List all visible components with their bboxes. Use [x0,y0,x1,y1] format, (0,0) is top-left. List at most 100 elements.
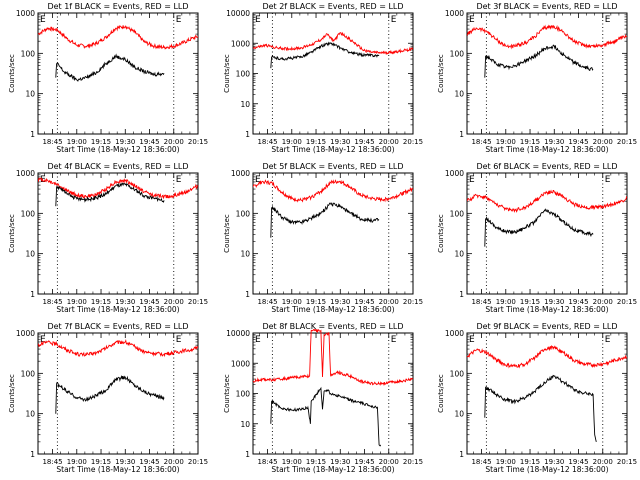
plot-frame [466,332,628,455]
event-marker: E [255,175,261,185]
series-lld-line [38,338,198,358]
x-tick-label: 20:15 [403,298,423,306]
plot-frame [37,332,199,455]
y-tick-label: 1 [459,450,464,459]
x-tick-label: 19:00 [282,138,302,146]
y-tick-label: 1000 [445,329,464,338]
plot-frame [37,172,199,295]
x-tick-label: 18:45 [42,138,62,146]
event-marker: E [176,175,182,185]
x-tick-label: 19:15 [520,458,540,466]
x-tick-label: 18:45 [257,138,277,146]
x-tick-label: 19:45 [354,138,374,146]
series-events-line [55,375,165,414]
y-tick-label: 1 [30,450,35,459]
series-events-line [270,41,380,69]
y-tick-label: 10 [454,90,464,99]
panel-6: Det 6f BLACK = Events, RED = LLD 1 10 100 10… [437,162,637,314]
x-tick-label: 19:30 [330,138,350,146]
x-axis-label: Start Time (18-May-12 18:36:00) [485,145,608,154]
x-axis-label: Start Time (18-May-12 18:36:00) [485,305,608,314]
x-tick-label: 18:45 [42,298,62,306]
panel-1: Det 1f BLACK = Events, RED = LLD 1 10 100 10… [8,2,208,154]
y-tick-label: 1 [459,290,464,299]
panel-title: Det 3f BLACK = Events, RED = LLD [476,2,617,11]
x-tick-label: 20:00 [164,138,184,146]
x-tick-label: 19:45 [139,138,159,146]
y-tick-label: 10 [240,420,250,429]
x-tick-label: 20:00 [593,298,613,306]
event-marker: E [469,15,475,25]
event-marker: E [605,15,611,25]
y-tick-label: 10 [454,250,464,259]
x-tick-label: 19:30 [330,298,350,306]
event-marker: E [176,15,182,25]
x-tick-label: 20:15 [188,458,208,466]
x-tick-label: 19:30 [115,298,135,306]
x-tick-label: 19:30 [544,138,564,146]
y-axis-label: Counts/sec [8,54,16,93]
x-axis-label: Start Time (18-May-12 18:36:00) [56,305,179,314]
panel-4: Det 4f BLACK = Events, RED = LLD 1 10 100 10… [8,162,208,314]
panel-2: Det 2f BLACK = Events, RED = LLD 1 10 100 10… [223,2,423,154]
x-axis-label: Start Time (18-May-12 18:36:00) [56,145,179,154]
x-tick-label: 19:45 [568,458,588,466]
x-tick-label: 18:45 [257,298,277,306]
x-tick-label: 18:45 [257,458,277,466]
event-marker: E [176,335,182,345]
series-lld-line [38,24,198,50]
x-tick-label: 18:45 [42,458,62,466]
x-tick-label: 19:15 [306,458,326,466]
y-axis-label: Counts/sec [223,214,231,253]
x-axis-label: Start Time (18-May-12 18:36:00) [271,305,394,314]
panel-title: Det 7f BLACK = Events, RED = LLD [47,322,188,331]
event-marker: E [255,335,261,345]
series-events-line [484,208,594,247]
y-tick-label: 100 [21,49,36,58]
x-axis-label: Start Time (18-May-12 18:36:00) [271,465,394,474]
x-tick-label: 19:00 [67,458,87,466]
x-tick-label: 19:30 [544,298,564,306]
panel-8: Det 8f BLACK = Events, RED = LLD 1 10 100 10… [223,322,423,474]
event-marker: E [605,335,611,345]
event-marker: E [469,335,475,345]
x-axis-label: Start Time (18-May-12 18:36:00) [56,465,179,474]
y-tick-label: 1 [30,290,35,299]
y-axis-label: Counts/sec [437,214,445,253]
x-tick-label: 19:00 [282,298,302,306]
x-tick-label: 20:00 [379,138,399,146]
panel-3: Det 3f BLACK = Events, RED = LLD 1 10 100 10… [437,2,637,154]
x-tick-label: 20:00 [593,138,613,146]
y-tick-label: 1 [459,130,464,139]
plot-frame [466,172,628,295]
x-tick-label: 20:00 [379,458,399,466]
y-tick-label: 1 [245,290,250,299]
y-axis-label: Counts/sec [8,214,16,253]
y-tick-label: 10 [25,90,35,99]
y-tick-label: 1000 [16,9,35,18]
y-tick-label: 10 [240,250,250,259]
y-tick-label: 1000 [445,169,464,178]
series-events-line [484,374,597,443]
x-axis-label: Start Time (18-May-12 18:36:00) [271,145,394,154]
y-tick-label: 100 [236,70,251,79]
x-tick-label: 20:00 [164,458,184,466]
panel-5: Det 5f BLACK = Events, RED = LLD 1 10 100 10… [223,162,423,314]
series-events-line [55,182,165,207]
y-tick-label: 1000 [16,169,35,178]
plot-frame [37,12,199,135]
y-tick-label: 1000 [231,39,250,48]
x-tick-label: 20:15 [403,138,423,146]
y-tick-label: 1000 [231,169,250,178]
x-tick-label: 19:15 [306,298,326,306]
x-tick-label: 19:30 [330,458,350,466]
y-tick-label: 1000 [231,359,250,368]
x-tick-label: 19:45 [354,458,374,466]
x-tick-label: 19:15 [306,138,326,146]
y-tick-label: 10 [25,250,35,259]
y-tick-label: 100 [450,369,465,378]
y-tick-label: 10 [25,410,35,419]
x-tick-label: 19:00 [496,138,516,146]
y-tick-label: 1000 [445,9,464,18]
series-lld-line [253,31,413,56]
